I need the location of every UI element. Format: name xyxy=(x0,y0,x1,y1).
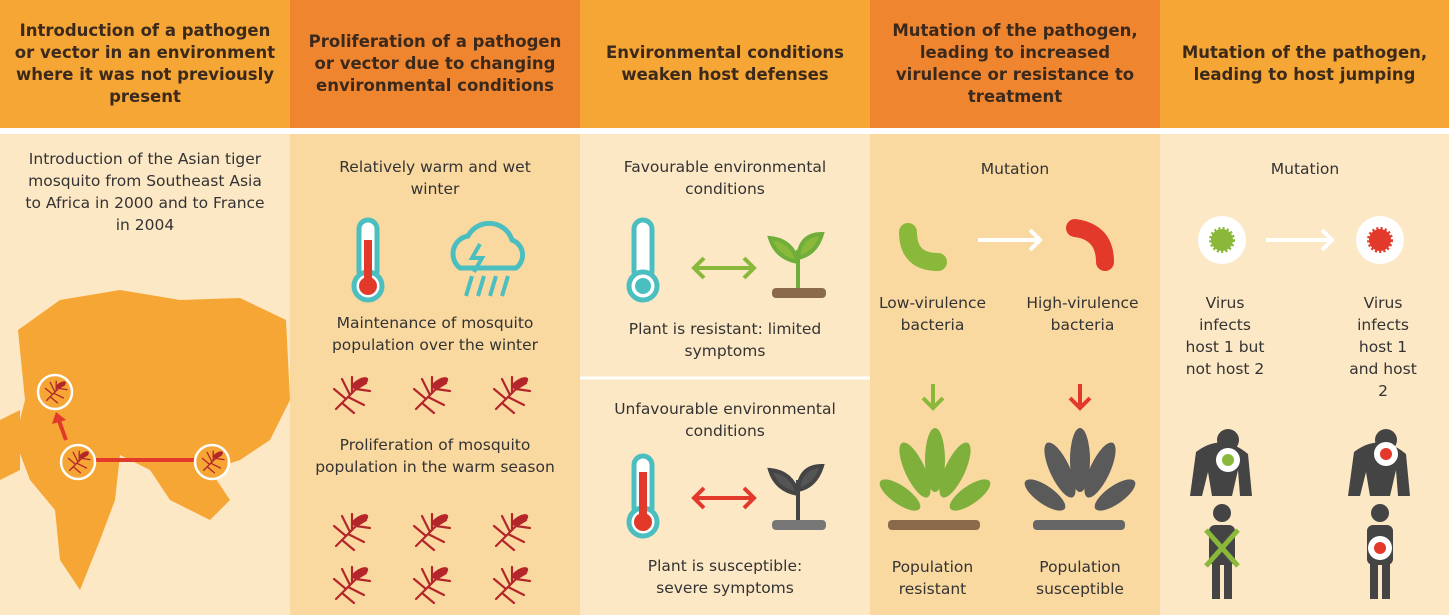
caption: Relatively warm and wet winter xyxy=(339,158,531,198)
column-header: Proliferation of a pathogen or vector du… xyxy=(290,0,580,128)
text: Plant is susceptible: severe symptoms xyxy=(647,557,803,597)
column-header: Mutation of the pathogen, leading to hos… xyxy=(1160,0,1449,128)
column-body xyxy=(290,134,580,615)
caption: Mutation xyxy=(1270,160,1340,178)
column-header: Mutation of the pathogen, leading to inc… xyxy=(870,0,1160,128)
caption: Mutation xyxy=(980,160,1050,178)
text: Plant is resistant: limited symptoms xyxy=(628,320,822,360)
label: Low-virulence bacteria xyxy=(878,294,987,334)
label: High-virulence bacteria xyxy=(1026,294,1139,334)
text: Favourable environmental conditions xyxy=(623,158,827,198)
column-body xyxy=(580,134,870,615)
column-header: Environmental conditions weaken host def… xyxy=(580,0,870,128)
column-body xyxy=(870,134,1160,615)
text: Proliferation of mosquito population in … xyxy=(315,436,555,476)
label: Virus infects host 1 but not host 2 xyxy=(1185,294,1265,378)
label: Population susceptible xyxy=(1036,558,1124,598)
column-header: Introduction of a pathogen or vector in … xyxy=(0,0,290,128)
label: Virus infects host 1 and host 2 xyxy=(1349,294,1417,400)
text: Maintenance of mosquito population over … xyxy=(331,314,539,354)
label: Population resistant xyxy=(891,558,974,598)
caption: Introduction of the Asian tiger mosquito… xyxy=(25,150,265,234)
text: Unfavourable environmental conditions xyxy=(614,400,836,440)
